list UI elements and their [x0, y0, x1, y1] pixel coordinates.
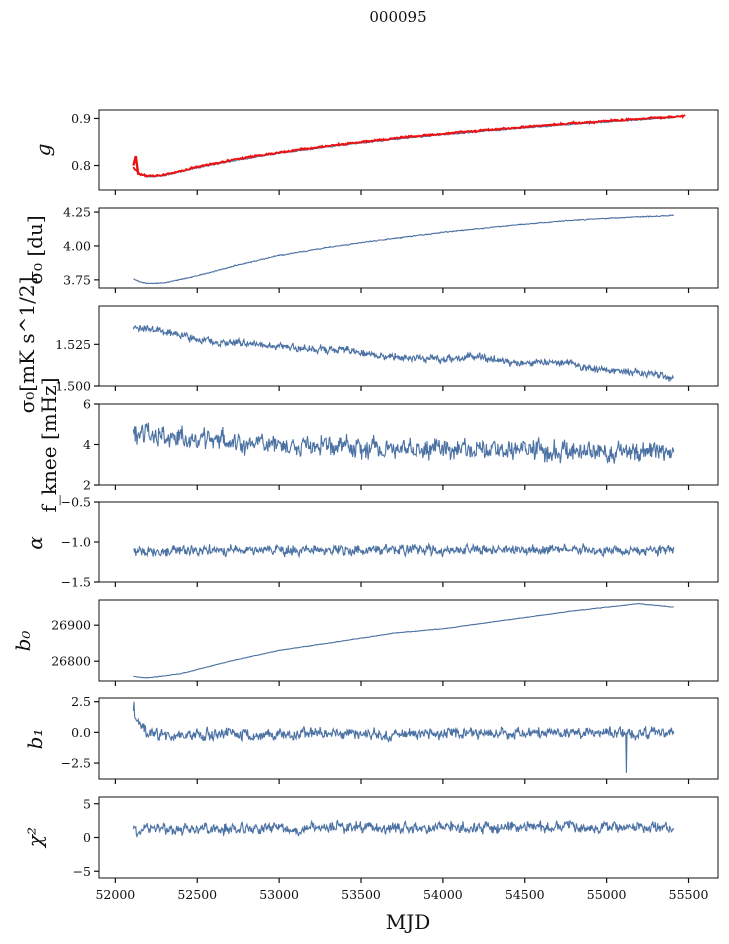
panel-sigma0-mk: 1.500 1.525 σ₀[mK s^1/2]	[15, 277, 719, 414]
panel-alpha-frame	[98, 501, 719, 583]
panel-b1-ylabel: b₁	[23, 729, 47, 750]
series-line	[132, 701, 675, 773]
panel-b0-yticks: 26800 26900	[51, 618, 99, 669]
series-line	[133, 603, 674, 679]
panel-fknee-ylabel: f_knee [mHz]	[37, 378, 61, 513]
x-tick-labels: 52000 52500 53000 53500 54000 54500 55000 55500	[95, 887, 708, 902]
panel-g: 0.8 0.9 g	[31, 109, 719, 195]
x-tick-label: 53000	[259, 887, 299, 902]
panel-b1-frame	[98, 697, 719, 780]
series-line	[133, 214, 674, 285]
panel-sigma0-mk-yticks: 1.500 1.525	[55, 337, 99, 394]
y-tick-label: −0.5	[61, 495, 91, 510]
y-tick-label: 1.500	[55, 379, 91, 394]
panel-chi2-xticks	[114, 878, 690, 883]
y-tick-label: −5	[73, 864, 91, 879]
series-line	[132, 324, 674, 382]
figure-title: 000095	[369, 8, 426, 26]
panel-sigma0-du-frame	[98, 207, 719, 289]
panel-g-yticks: 0.8 0.9	[71, 111, 99, 173]
panel-g-ylabel: g	[31, 144, 55, 157]
panel-chi2-frame	[98, 796, 719, 879]
series-line	[133, 116, 674, 178]
panel-chi2-plot	[132, 819, 675, 839]
panel-b1-yticks: −2.5 0.0 2.5	[61, 694, 99, 771]
y-tick-label: 0	[83, 830, 91, 845]
y-tick-label: 5	[83, 796, 91, 811]
y-tick-label: 0.0	[71, 725, 91, 740]
panel-sigma0-du-plot	[133, 214, 674, 285]
panel-sigma0-mk-xticks	[114, 386, 690, 391]
x-tick-label: 52500	[177, 887, 217, 902]
y-tick-label: 1.525	[55, 337, 91, 352]
panel-g-frame	[98, 109, 719, 191]
y-tick-label: 26800	[51, 654, 91, 669]
panel-b1-xticks	[114, 779, 690, 784]
panel-sigma0-du-yticks: 3.75 4.00 4.25	[63, 205, 99, 287]
panel-chi2: −5 0 5 χ²	[23, 796, 719, 883]
y-tick-label: 4.25	[63, 205, 91, 220]
panel-sigma0-du: 3.75 4.00 4.25 σ₀ [du]	[23, 205, 719, 293]
y-tick-label: 2.5	[71, 694, 91, 709]
x-tick-label: 55000	[587, 887, 627, 902]
panel-b0-frame	[98, 599, 719, 682]
panel-alpha-plot	[133, 542, 675, 559]
panel-b1-plot	[132, 701, 675, 773]
panel-sigma0-mk-ylabel: σ₀[mK s^1/2]	[15, 277, 39, 414]
y-tick-label: −1.5	[61, 575, 91, 590]
y-tick-label: 4.00	[63, 238, 91, 253]
panel-sigma0-mk-frame	[98, 305, 719, 387]
x-tick-label: 52000	[95, 887, 135, 902]
y-tick-label: 3.75	[63, 272, 91, 287]
y-tick-label: −2.5	[61, 756, 91, 771]
panel-alpha: −1.5 −1.0 −0.5 α	[23, 495, 719, 590]
y-tick-label: −1.0	[61, 535, 91, 550]
panel-fknee: 2 4 6 f_knee [mHz]	[37, 378, 719, 513]
x-tick-label: 55500	[669, 887, 709, 902]
panel-fknee-xticks	[114, 485, 690, 490]
panel-sigma0-du-xticks	[114, 288, 690, 293]
x-axis-label: MJD	[386, 910, 431, 934]
panel-sigma0-du-ylabel: σ₀ [du]	[23, 215, 47, 284]
panel-g-plot	[132, 114, 686, 178]
y-tick-label: 26900	[51, 618, 91, 633]
x-tick-label: 53500	[341, 887, 381, 902]
series-line	[133, 542, 675, 559]
panel-g-xticks	[114, 190, 690, 195]
y-tick-label: 2	[83, 478, 91, 493]
panel-chi2-yticks: −5 0 5	[73, 796, 99, 879]
panel-sigma0-mk-plot	[132, 324, 674, 382]
panel-alpha-xticks	[114, 582, 690, 587]
y-tick-label: 6	[83, 397, 91, 412]
panel-fknee-yticks: 2 4 6	[83, 397, 99, 493]
panel-b0: 26800 26900 b₀	[11, 599, 719, 686]
y-tick-label: 0.9	[71, 111, 91, 126]
overlay-series-line	[132, 114, 686, 178]
panel-b1: −2.5 0.0 2.5 b₁	[23, 694, 719, 784]
panel-alpha-yticks: −1.5 −1.0 −0.5	[61, 495, 99, 590]
x-tick-label: 54500	[505, 887, 545, 902]
panel-b0-ylabel: b₀	[11, 631, 35, 652]
overlay-spike	[132, 155, 140, 176]
panel-b0-xticks	[114, 681, 690, 686]
y-tick-label: 4	[83, 437, 91, 452]
panel-alpha-ylabel: α	[23, 536, 47, 550]
series-line	[132, 819, 675, 839]
panel-b0-plot	[133, 603, 674, 679]
y-tick-label: 0.8	[71, 158, 91, 173]
panel-fknee-plot	[132, 422, 675, 464]
x-tick-label: 54000	[423, 887, 463, 902]
series-line	[132, 422, 675, 464]
panel-chi2-ylabel: χ²	[23, 827, 47, 849]
